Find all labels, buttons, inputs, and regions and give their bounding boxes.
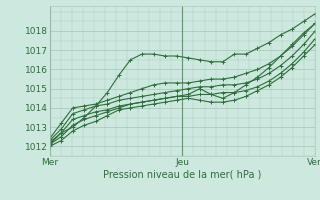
X-axis label: Pression niveau de la mer( hPa ): Pression niveau de la mer( hPa ) <box>103 170 261 180</box>
